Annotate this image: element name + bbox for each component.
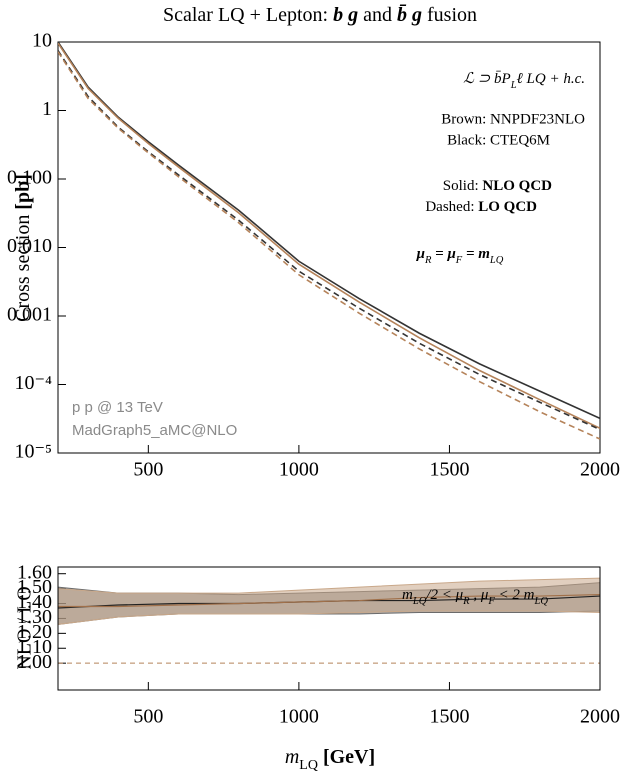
series-line — [58, 50, 600, 431]
annotation-part: LQ — [412, 596, 427, 607]
y-tick-label: 0.100 — [7, 167, 52, 189]
y-tick-label: 1.40 — [17, 591, 52, 613]
y-tick-label: 10⁻⁵ — [14, 441, 52, 463]
annotation: MadGraph5_aMC@NLO — [72, 422, 237, 439]
chart-title: Scalar LQ + Lepton: b g and b̄ g fusion — [163, 3, 477, 26]
y-tick-label: 1 — [42, 98, 52, 120]
annotation-part: F — [487, 596, 495, 607]
x-axis-label-part: LQ — [299, 758, 318, 773]
annotation-part: NLO QCD — [482, 178, 552, 194]
annotation: Brown: NNPDF23NLO — [441, 111, 585, 127]
y-tick-label: 1.00 — [17, 651, 52, 673]
y-tick-label: 1.30 — [17, 606, 52, 628]
annotation-part: F — [455, 255, 463, 266]
x-tick-label: 1000 — [279, 706, 319, 728]
chart-title-part: fusion — [422, 4, 477, 26]
annotation-part: LQ — [534, 596, 549, 607]
x-tick-label: 500 — [133, 459, 163, 481]
annotation: p p @ 13 TeV — [72, 399, 163, 416]
x-axis-label-part: m — [285, 746, 299, 768]
annotation-part: ℓ LQ + h.c. — [517, 71, 585, 87]
central-line — [58, 593, 601, 608]
y-tick-label: 1.60 — [17, 561, 52, 583]
chart-title-part: and — [358, 4, 397, 26]
annotation: ℒ ⊃ b̄PLℓ LQ + h.c. — [463, 71, 585, 90]
y-tick-label: 10 — [32, 30, 52, 52]
x-tick-label: 500 — [133, 706, 163, 728]
annotation-part: μ — [416, 246, 425, 262]
y-axis-label: NLO / LO — [14, 586, 36, 669]
annotation: Dashed: LO QCD — [425, 199, 537, 215]
x-axis-label: mLQ [GeV] — [285, 746, 375, 773]
x-tick-label: 2000 — [580, 706, 620, 728]
annotation-part: < 2 m — [495, 587, 535, 603]
y-tick-label: 0.001 — [7, 304, 52, 326]
chart-title-part: b g — [333, 4, 358, 26]
annotation-part: ℒ ⊃ b̄P — [463, 71, 511, 87]
y-axis-label: Cross section [pb] — [12, 174, 34, 322]
series-line — [58, 51, 600, 440]
series-line — [58, 42, 600, 420]
series-line — [58, 42, 600, 429]
annotation-part: R — [462, 596, 470, 607]
x-tick-label: 1000 — [279, 459, 319, 481]
annotation-part: Dashed: — [425, 199, 478, 215]
x-tick-label: 1500 — [429, 459, 469, 481]
chart-title-part: b̄ g — [397, 3, 422, 26]
x-tick-label: 1500 — [429, 706, 469, 728]
annotation-part: = m — [462, 246, 490, 262]
annotation-part: R — [424, 255, 432, 266]
y-tick-label: 10⁻⁴ — [14, 372, 52, 394]
annotation: mLQ/2 < μR , μF < 2 mLQ — [402, 587, 548, 606]
annotation-part: m — [402, 587, 413, 603]
annotation-part: L — [510, 80, 517, 91]
y-axis-label-part: Cross section — [12, 210, 34, 322]
annotation: μR = μF = mLQ — [416, 246, 504, 265]
y-axis-label-part: [pb] — [12, 174, 34, 210]
y-tick-label: 1.20 — [17, 621, 52, 643]
x-tick-label: 2000 — [580, 459, 620, 481]
annotation-part: LQ — [489, 255, 504, 266]
annotation-part: , μ — [470, 587, 489, 603]
x-axis-label-part: [GeV] — [318, 746, 375, 768]
chart-title-part: Scalar LQ + Lepton: — [163, 4, 333, 26]
annotation: Solid: NLO QCD — [443, 178, 552, 194]
annotation-part: = μ — [431, 246, 455, 262]
annotation-part: Solid: — [443, 178, 483, 194]
annotation-part: /2 < μ — [425, 587, 463, 603]
annotation: Black: CTEQ6M — [447, 132, 550, 148]
plot-frame — [57, 41, 601, 454]
plot-frame — [57, 566, 601, 691]
y-tick-label: 1.50 — [17, 576, 52, 598]
y-tick-label: 1.10 — [17, 636, 52, 658]
y-tick-label: 0.010 — [7, 235, 52, 257]
annotation-part: LO QCD — [478, 199, 537, 215]
